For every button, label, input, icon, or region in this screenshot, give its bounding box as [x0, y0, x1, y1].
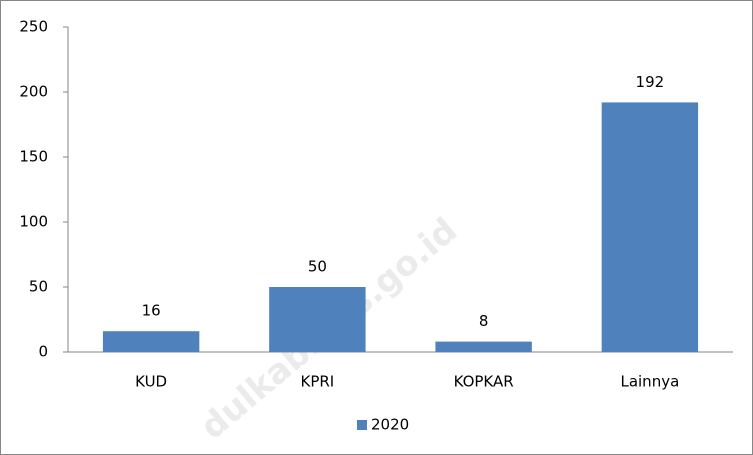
data-label: 16 [142, 302, 161, 320]
y-tick-label: 200 [19, 83, 48, 101]
x-tick-label: Lainnya [620, 373, 679, 391]
legend-swatch [357, 420, 367, 430]
x-tick-label: KUD [135, 373, 167, 391]
data-label: 50 [308, 258, 327, 276]
bar [435, 341, 532, 352]
bar [102, 331, 200, 352]
legend-label: 2020 [371, 416, 409, 434]
data-label: 192 [636, 73, 665, 91]
bar [601, 102, 699, 353]
data-label: 8 [479, 312, 489, 330]
y-tick-label: 100 [19, 213, 48, 231]
y-tick-label: 150 [19, 148, 48, 166]
x-tick-label: KOPKAR [454, 373, 514, 391]
x-tick-label: KPRI [301, 373, 335, 391]
y-tick-label: 0 [38, 343, 48, 361]
y-tick-label: 50 [29, 278, 48, 296]
bar [269, 287, 366, 352]
y-tick-label: 250 [19, 18, 48, 36]
